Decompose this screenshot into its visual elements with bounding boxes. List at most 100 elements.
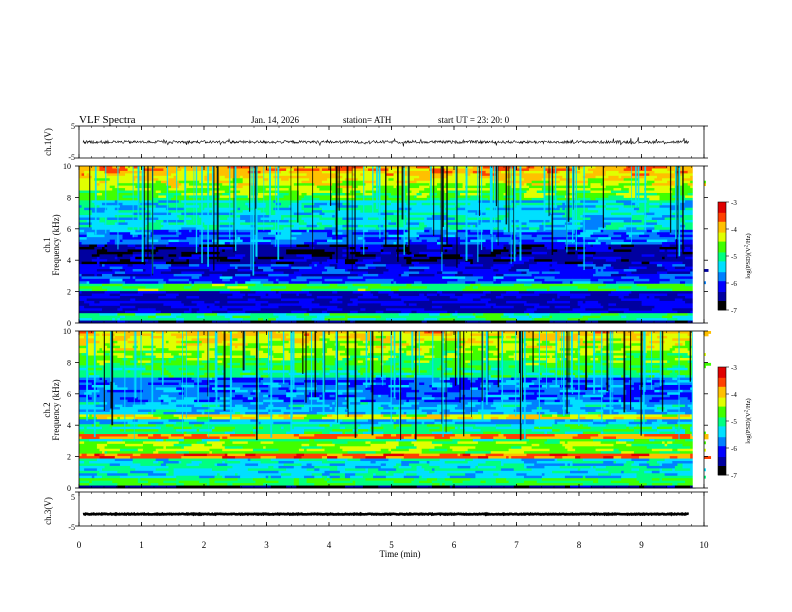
spectrogram-cell <box>385 264 402 267</box>
sferic-streak <box>335 166 338 236</box>
spectrogram-cell <box>636 251 648 255</box>
spectrogram-cell <box>580 372 586 376</box>
spectrogram-cell <box>593 273 612 277</box>
spectrogram-cell <box>411 190 417 194</box>
spectrogram-cell <box>91 224 108 228</box>
spectrogram-cell <box>449 232 469 236</box>
spectrogram-cell <box>122 360 131 364</box>
spectrogram-cell <box>237 269 254 272</box>
spectrogram-cell <box>91 288 108 292</box>
spectrogram-cell <box>158 192 175 196</box>
spectrogram-cell <box>590 234 609 238</box>
spectrogram-cell <box>155 300 169 304</box>
spectrogram-cell <box>575 168 589 172</box>
spectrogram-cell <box>314 166 336 169</box>
spectrogram-cell <box>498 239 507 243</box>
spectrogram-cell <box>178 353 192 356</box>
spectrogram-cell <box>646 195 660 199</box>
spectrogram-cell <box>314 276 323 280</box>
spectrogram-cell <box>419 313 428 317</box>
spectrogram-cell <box>355 320 377 324</box>
spectrogram-cell <box>360 353 369 356</box>
spectrogram-cell <box>153 234 172 238</box>
spectrogram-cell <box>475 227 494 231</box>
spectrogram-cell <box>623 310 642 314</box>
spectrogram-cell <box>577 256 586 260</box>
spectrogram-cell <box>646 170 655 174</box>
spectrogram-cell <box>329 283 338 287</box>
spectrogram-cell <box>603 340 609 344</box>
spectrogram-cell <box>500 293 510 297</box>
spectrogram-cell <box>646 190 658 194</box>
spectrogram-cell <box>674 362 691 366</box>
spectrogram-cell <box>378 195 389 199</box>
spectrogram-cell <box>258 348 267 352</box>
spectrogram-cell <box>396 242 407 245</box>
spectrogram-cell <box>470 300 474 304</box>
spectrogram-cell <box>442 200 461 204</box>
spectrogram-cell <box>209 261 228 265</box>
spectrogram-cell <box>523 178 530 182</box>
spectrogram-cell <box>495 234 502 238</box>
spectrogram-cell <box>639 305 643 309</box>
spectrogram-cell <box>278 387 290 391</box>
spectrogram-cell <box>682 335 694 339</box>
spectrogram-cell <box>557 303 579 307</box>
spectrogram-cell <box>301 207 323 211</box>
spectrogram-cell <box>344 278 366 282</box>
spectrogram-cell <box>654 178 663 182</box>
spectrogram-cell <box>196 210 203 214</box>
spectrogram-cell <box>268 343 279 347</box>
colorbar-swatch <box>718 207 726 210</box>
spectrogram-cell <box>419 190 428 194</box>
spectrogram-cell <box>600 269 604 272</box>
spectrogram-cell <box>470 382 479 386</box>
spectrogram-cell <box>163 278 167 282</box>
spectrogram-cell <box>388 357 407 361</box>
spectrogram-cell <box>255 377 264 381</box>
spectrogram-cell <box>286 375 300 379</box>
spectrogram-cell <box>114 382 131 386</box>
spectrogram-cell <box>529 188 543 191</box>
spectrogram-cell <box>608 380 625 383</box>
spectrogram-cell <box>94 246 103 250</box>
spectrogram-cell <box>388 234 402 238</box>
spectrogram-cell <box>132 190 149 194</box>
spectrogram-cell <box>419 365 440 369</box>
spectrogram-cell <box>209 362 228 366</box>
spectrogram-cell <box>316 387 338 391</box>
spectrogram-cell <box>263 178 269 182</box>
spectrogram-cell <box>306 298 315 302</box>
spectrogram-cell <box>626 175 632 179</box>
spectrogram-cell <box>626 173 632 177</box>
spectrogram-cell <box>373 335 377 339</box>
sferic-streak <box>566 166 568 253</box>
spectrogram-cell <box>191 353 203 356</box>
spectrogram-cell <box>298 269 310 272</box>
spectrogram-cell <box>437 355 443 359</box>
spectrogram-cell <box>546 315 550 319</box>
spectrogram-cell <box>659 372 671 376</box>
spectrogram-cell <box>350 219 364 223</box>
spectrogram-cell <box>324 333 343 337</box>
spectrogram-cell <box>582 170 594 174</box>
spectrogram-cell <box>616 229 635 233</box>
spectrogram-cell <box>390 190 412 194</box>
sferic-streak <box>441 166 443 252</box>
spectrogram-cell <box>109 278 123 282</box>
spectrogram-cell <box>444 259 466 263</box>
spectrogram-cell <box>311 246 315 250</box>
spectrogram-cell <box>242 318 259 321</box>
spectrogram-cell <box>623 367 645 371</box>
sferic-streak <box>277 166 280 261</box>
spectrogram-cell <box>621 348 637 352</box>
spectrogram-cell <box>304 382 318 386</box>
spectrogram-cell <box>119 315 126 319</box>
spectrogram-cell <box>396 254 415 258</box>
spectrogram-cell <box>534 256 540 260</box>
spectrogram-cell <box>677 246 686 250</box>
spectrogram-cell <box>79 372 88 376</box>
spectrogram-cell <box>79 305 85 309</box>
spectrogram-cell <box>587 308 596 312</box>
spectrogram-cell <box>457 207 466 211</box>
